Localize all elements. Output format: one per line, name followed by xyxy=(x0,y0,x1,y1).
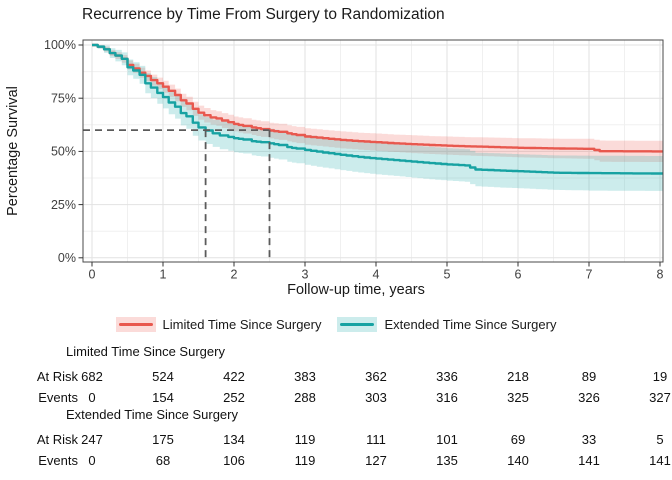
y-tick-label: 25% xyxy=(51,198,76,212)
x-tick-label: 3 xyxy=(302,268,309,282)
event-count-extended: 127 xyxy=(365,453,387,468)
y-tick-label: 75% xyxy=(51,91,76,105)
x-tick-label: 8 xyxy=(657,268,664,282)
legend-key-extended-icon xyxy=(337,316,378,332)
risk-count-extended: 119 xyxy=(294,432,316,447)
event-count-extended: 106 xyxy=(223,453,245,468)
risk-table-row-label-at-risk-extended: At Risk xyxy=(36,432,78,447)
risk-count-limited: 383 xyxy=(294,369,316,384)
risk-count-extended: 111 xyxy=(366,432,386,447)
km-curve-extended xyxy=(92,43,663,175)
event-count-extended: 0 xyxy=(88,453,96,468)
risk-count-limited: 422 xyxy=(223,369,245,384)
chart-title: Recurrence by Time From Surgery to Rando… xyxy=(82,6,445,23)
event-count-limited: 303 xyxy=(365,390,387,405)
x-tick-label: 0 xyxy=(89,268,96,282)
risk-count-extended: 247 xyxy=(81,432,103,447)
event-count-extended: 141 xyxy=(578,453,600,468)
event-count-extended: 135 xyxy=(436,453,458,468)
risk-count-extended: 69 xyxy=(510,432,526,447)
risk-count-extended: 101 xyxy=(436,432,458,447)
risk-table-row-label-events-limited: Events xyxy=(38,390,78,405)
legend: Limited Time Since Surgery Extended Time… xyxy=(0,314,672,334)
km-plot-panel: 0% 25% 50% 75% 100% 0 1 2 3 4 5 6 7 8 Follow-up time, … xyxy=(5,38,664,298)
risk-table-row-label-at-risk-limited: At Risk xyxy=(36,369,78,384)
legend-item-limited: Limited Time Since Surgery xyxy=(115,316,322,332)
risk-count-extended: 5 xyxy=(656,432,664,447)
event-count-limited: 316 xyxy=(436,390,458,405)
y-axis-label: Percentage Survival xyxy=(5,86,21,216)
dashed-reference-lines xyxy=(83,129,271,258)
x-tick-label: 1 xyxy=(160,268,167,282)
risk-count-limited: 218 xyxy=(507,369,529,384)
event-count-limited: 327 xyxy=(649,390,671,405)
event-count-extended: 68 xyxy=(155,453,171,468)
risk-count-extended: 175 xyxy=(152,432,174,447)
event-count-extended: 141 xyxy=(649,453,671,468)
risk-count-extended: 33 xyxy=(581,432,597,447)
risk-count-limited: 19 xyxy=(652,369,668,384)
event-count-limited: 154 xyxy=(152,390,174,405)
x-tick-label: 5 xyxy=(444,268,451,282)
risk-table-row-label-events-extended: Events xyxy=(38,453,78,468)
event-count-limited: 326 xyxy=(578,390,600,405)
x-tick-label: 4 xyxy=(373,268,380,282)
legend-key-limited-icon xyxy=(115,316,156,332)
y-tick-label: 50% xyxy=(51,145,76,159)
risk-table-group-header-limited: Limited Time Since Surgery xyxy=(66,344,225,359)
x-tick-label: 6 xyxy=(515,268,522,282)
risk-count-limited: 89 xyxy=(581,369,597,384)
event-count-limited: 0 xyxy=(88,390,96,405)
gridlines xyxy=(83,40,663,262)
event-count-limited: 252 xyxy=(223,390,245,405)
axes: 0% 25% 50% 75% 100% 0 1 2 3 4 5 6 7 8 xyxy=(44,38,664,281)
event-count-extended: 140 xyxy=(507,453,529,468)
x-tick-label: 7 xyxy=(586,268,593,282)
legend-item-extended: Extended Time Since Surgery xyxy=(337,316,557,332)
x-axis-label: Follow-up time, years xyxy=(287,282,425,298)
confidence-band-extended xyxy=(92,45,663,191)
risk-count-limited: 524 xyxy=(152,369,174,384)
risk-count-limited: 682 xyxy=(81,369,103,384)
km-curve-limited xyxy=(92,43,663,153)
event-count-limited: 288 xyxy=(294,390,316,405)
risk-count-limited: 362 xyxy=(365,369,387,384)
risk-count-extended: 134 xyxy=(223,432,245,447)
event-count-extended: 119 xyxy=(294,453,316,468)
y-tick-label: 0% xyxy=(58,251,76,265)
legend-label-extended: Extended Time Since Surgery xyxy=(384,316,557,332)
event-count-limited: 325 xyxy=(507,390,529,405)
risk-table-group-header-extended: Extended Time Since Surgery xyxy=(66,407,238,422)
y-tick-label: 100% xyxy=(44,38,76,52)
risk-count-limited: 336 xyxy=(436,369,458,384)
x-tick-label: 2 xyxy=(231,268,238,282)
legend-label-limited: Limited Time Since Surgery xyxy=(162,316,322,332)
